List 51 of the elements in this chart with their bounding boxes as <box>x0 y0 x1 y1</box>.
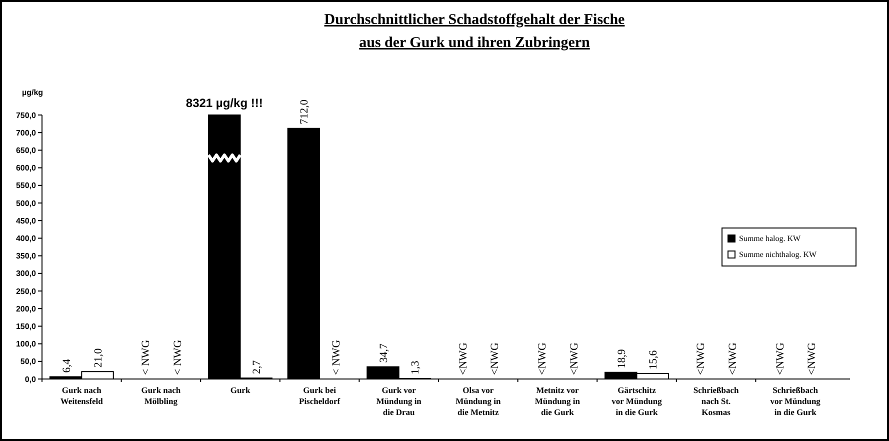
data-label: 6,4 <box>60 358 73 373</box>
y-tick-label: 250,0 <box>16 286 37 296</box>
data-label: 712,0 <box>298 99 311 124</box>
data-label: 15,6 <box>648 350 660 370</box>
y-tick-label: 500,0 <box>16 198 37 208</box>
data-label: 34,7 <box>378 343 390 363</box>
x-tick-label: Olsa vor Mündung in die Metnitz <box>456 385 501 417</box>
data-label: 2,7 <box>251 360 264 374</box>
y-tick-label: 300,0 <box>16 269 37 278</box>
x-tick-label: Gurk nach Weitensfeld <box>60 385 104 406</box>
text: < NWG <box>172 340 184 375</box>
y-axis-title: µg/kg <box>22 88 44 97</box>
text: < NWG <box>330 340 342 375</box>
x-tick-label: Gärtschitz vor Mündung in die Gurk <box>612 385 663 417</box>
text: <NWG <box>457 342 470 375</box>
y-tick-label: 550,0 <box>16 181 37 190</box>
y-tick-label: 50,0 <box>20 357 37 366</box>
chart-title: Durchschnittlicher Schadstoffgehalt der Fische <box>324 12 626 28</box>
y-tick-label: 750,0 <box>16 110 37 120</box>
y-tick-label: 100,0 <box>16 340 37 349</box>
x-tick-label: Gurk nach Mölbling <box>141 385 181 406</box>
y-tick-label: 0,0 <box>24 374 37 384</box>
legend-label: Summe halog. KW <box>739 234 801 243</box>
y-tick-label: 350,0 <box>16 252 37 261</box>
text: <NWG <box>695 342 708 375</box>
text: <NWG <box>726 342 739 375</box>
y-tick-label: 600,0 <box>16 164 37 173</box>
data-label: 21,0 <box>92 348 105 368</box>
text: <NWG <box>536 342 549 375</box>
x-tick-label: Schrießbach vor Mündung in die Gurk <box>770 385 822 417</box>
legend-label: Summe nichthalog. KW <box>739 250 817 259</box>
chart-subtitle: aus der Gurk und ihren Zubringern <box>359 35 591 51</box>
annotation: 8321 µg/kg !!! <box>186 96 263 110</box>
text: <NWG <box>489 342 502 375</box>
x-tick-label: Schrießbach nach St. Kosmas <box>693 385 739 417</box>
text: < NWG <box>140 340 152 375</box>
text: <NWG <box>806 342 818 375</box>
x-tick-label: Gurk vor Mündung in die Drau <box>376 385 422 417</box>
y-tick-label: 150,0 <box>16 322 37 331</box>
x-tick-label: Gurk bei Pischeldorf <box>299 385 340 406</box>
data-label: 1,3 <box>410 360 422 375</box>
y-tick-label: 400,0 <box>16 234 37 243</box>
x-tick-label: Gurk <box>230 385 250 395</box>
x-tick-label: Metnitz vor Mündung in die Gurk <box>534 385 580 417</box>
data-label: 18,9 <box>616 348 628 368</box>
y-tick-label: 700,0 <box>16 128 37 138</box>
y-tick-label: 650,0 <box>16 146 37 155</box>
text: <NWG <box>774 342 786 375</box>
text: <NWG <box>568 342 580 375</box>
y-tick-label: 450,0 <box>16 216 37 226</box>
y-tick-label: 200,0 <box>16 304 37 314</box>
